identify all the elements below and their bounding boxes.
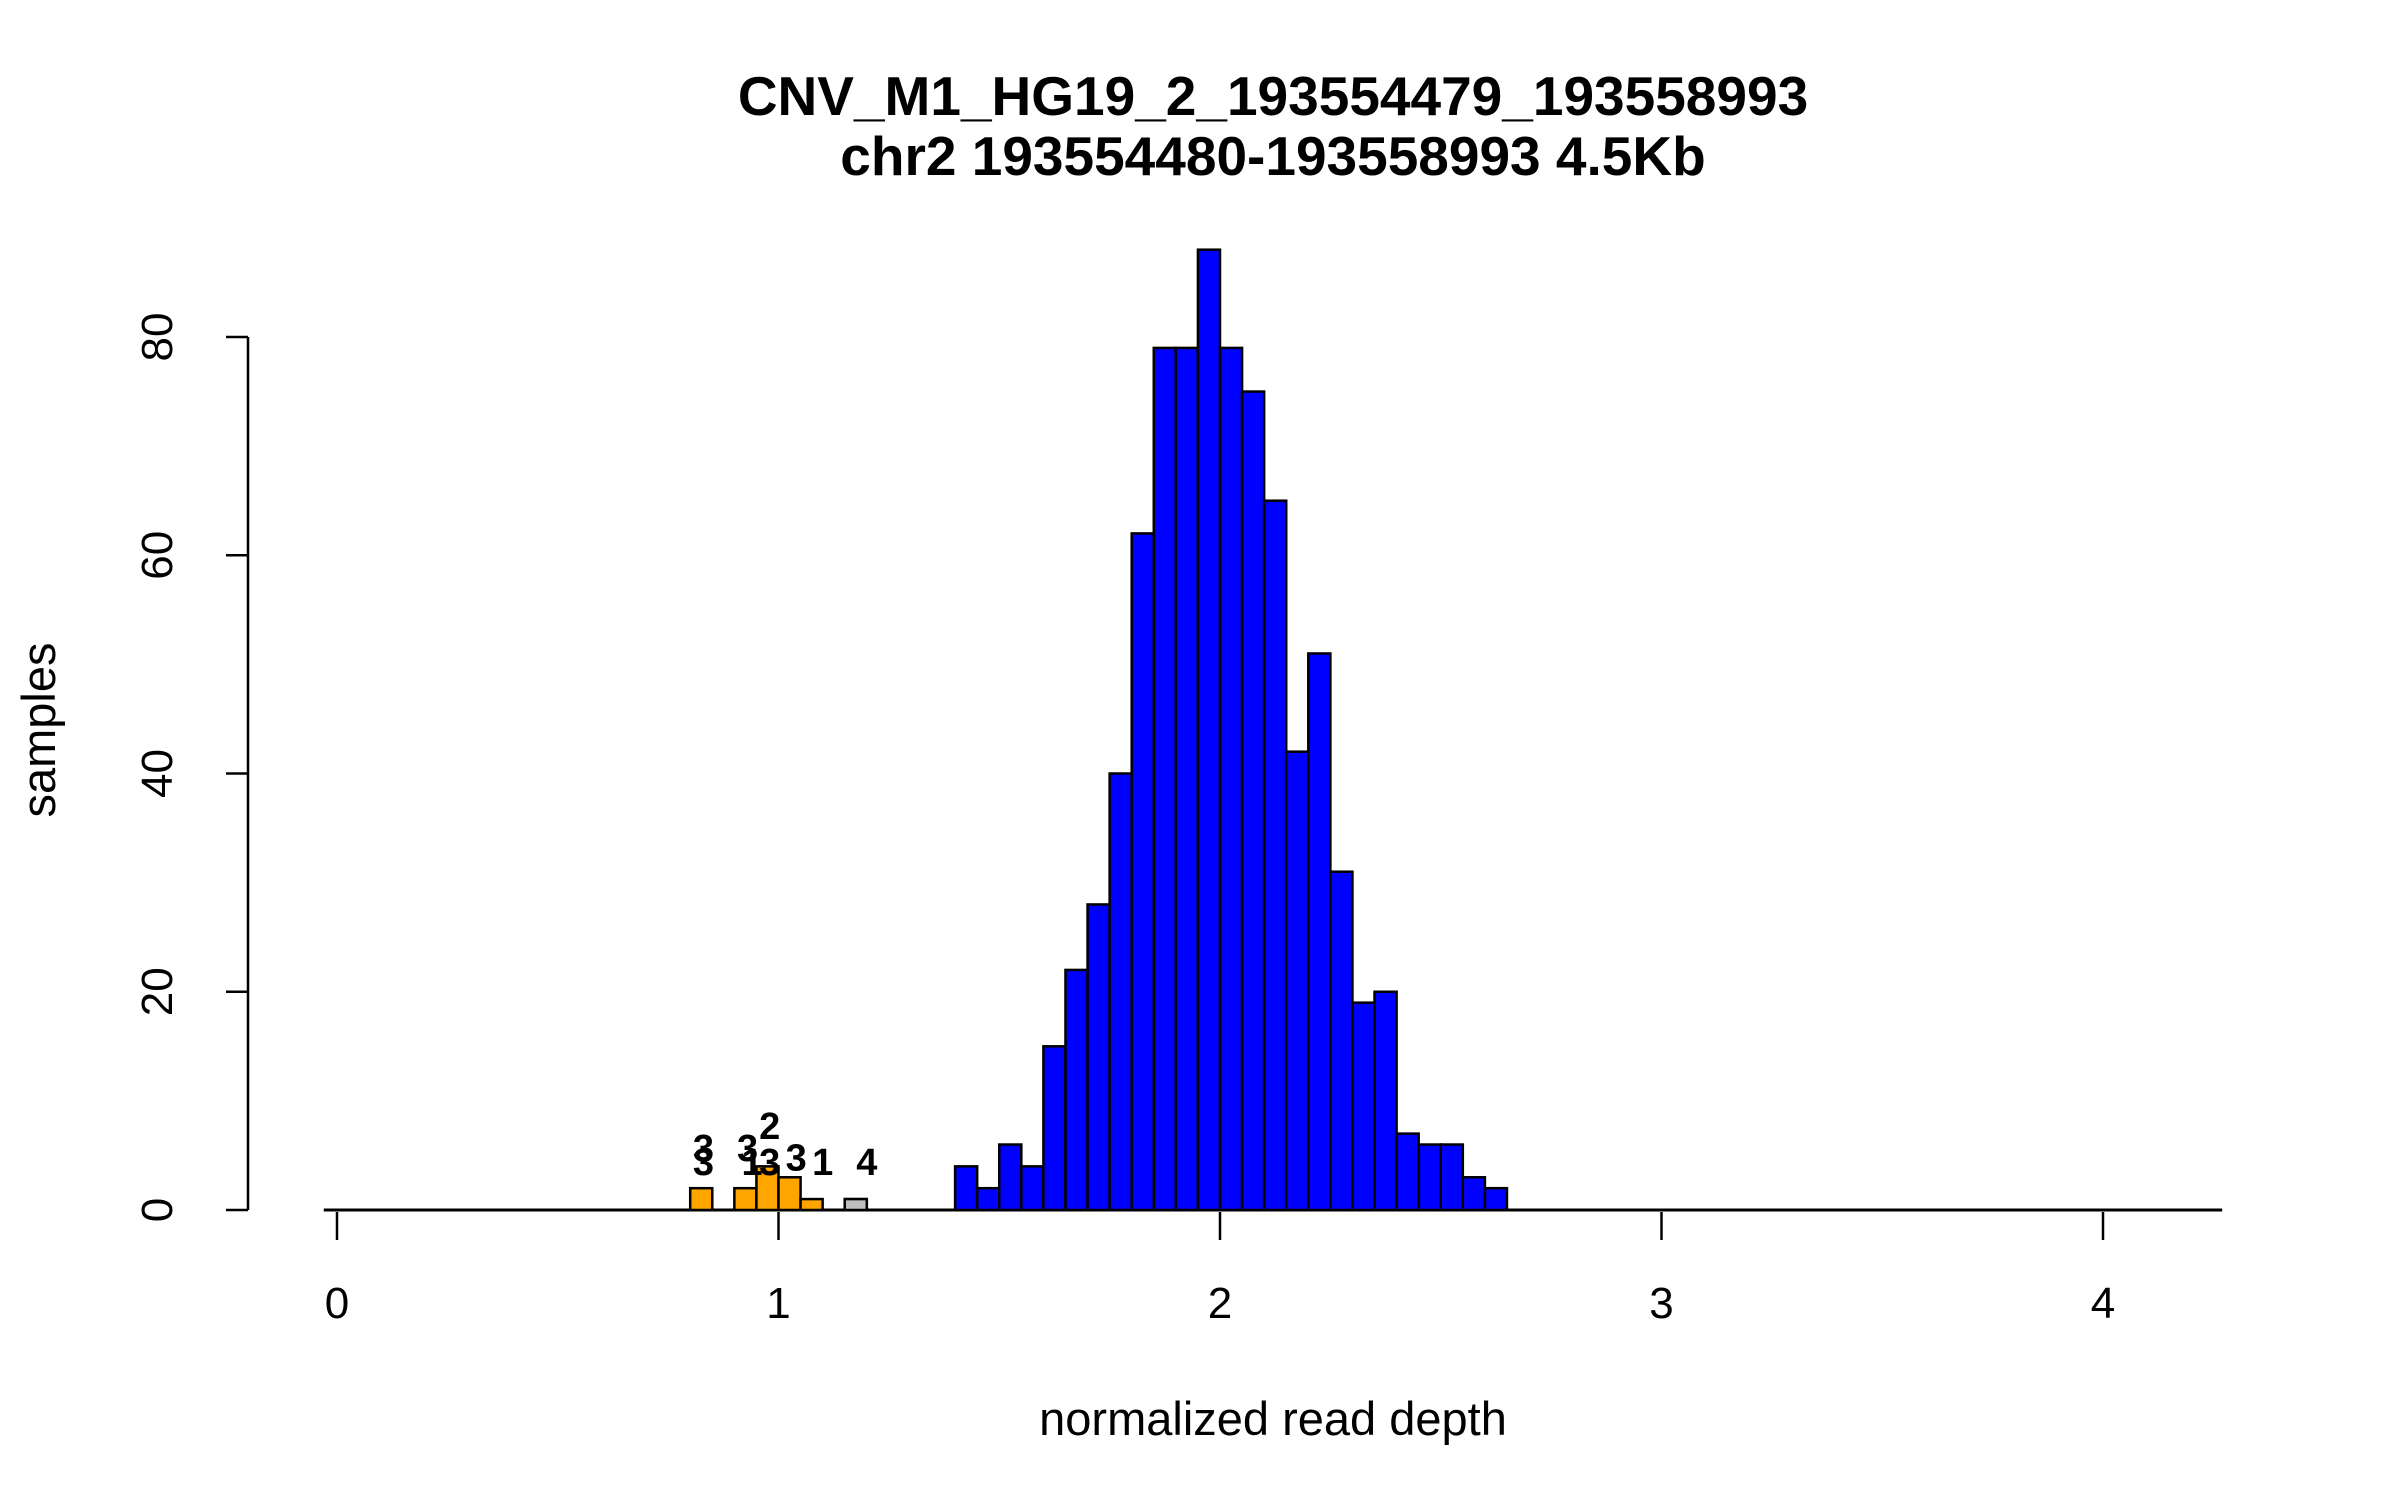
histogram-bar-cn2: [1152, 346, 1178, 1212]
histogram-bar-cn2: [1020, 1165, 1045, 1212]
histogram-bar-cn1: [733, 1186, 758, 1212]
histogram-bar-cn2: [1108, 772, 1133, 1212]
histogram-bar-cn2: [1240, 390, 1266, 1212]
chart-subtitle: chr2 193554480-193558993 4.5Kb: [840, 125, 1705, 187]
histogram-bar-cn2: [1483, 1186, 1509, 1212]
histogram-bar-cn2: [1329, 870, 1354, 1212]
x-tick-label: 0: [325, 1279, 349, 1328]
x-tick-label: 1: [766, 1279, 790, 1328]
bar-annotation-label: 1: [812, 1142, 833, 1184]
y-axis-label: samples: [12, 642, 65, 817]
y-tick-label: 60: [133, 531, 182, 580]
bar-annotation-label: 1: [741, 1142, 762, 1184]
histogram-bar-cn2: [1395, 1132, 1420, 1212]
bar-annotation-label: 3: [693, 1142, 714, 1184]
bar-annotation-label: 3: [759, 1142, 780, 1184]
histogram-bar-cn2: [953, 1165, 979, 1212]
x-axis: 0 1 2 3 4: [325, 1212, 2115, 1328]
histogram-bar-cn2: [975, 1186, 1001, 1212]
histogram-bar-cn2: [1284, 750, 1310, 1212]
x-tick-label: 2: [1208, 1279, 1232, 1328]
histogram-bar-cn2: [1439, 1143, 1465, 1212]
histogram-bar-cn2: [1174, 346, 1200, 1212]
bar-annotation-label: 3: [786, 1138, 807, 1180]
histogram-bar-cn2: [1218, 346, 1244, 1212]
bar-annotation-label: 4: [856, 1142, 877, 1184]
bar-annotation-label: 3: [737, 1128, 758, 1170]
histogram-bar-cn2: [998, 1143, 1023, 1212]
bar-annotation-label: 3: [693, 1128, 714, 1170]
histogram-bar-cn2: [1351, 1001, 1376, 1212]
bar-annotation-label: 2: [759, 1106, 780, 1148]
histogram-bar-cn2: [1130, 532, 1156, 1212]
y-tick-label: 0: [133, 1198, 182, 1222]
histogram-bar-cn2: [1086, 903, 1111, 1212]
histogram-bar-cn1: [688, 1186, 714, 1212]
histogram-bar-cn1: [799, 1197, 824, 1212]
y-tick-label: 40: [133, 749, 182, 798]
histogram-bars: [323, 248, 2223, 1212]
chart-title: CNV_M1_HG19_2_193554479_193558993: [738, 65, 1808, 127]
x-axis-label: normalized read depth: [1039, 1392, 1507, 1445]
histogram-bar-cn2: [1042, 1045, 1067, 1212]
histogram-bar-cn1: [777, 1176, 802, 1212]
histogram-bar-cn2: [1307, 652, 1332, 1212]
histogram-bar-cn2: [1461, 1176, 1487, 1212]
y-tick-label: 80: [133, 313, 182, 362]
histogram-bar-cn2: [1417, 1143, 1443, 1212]
histogram-bar-cn2: [1262, 499, 1288, 1212]
histogram-bar-cn2: [1373, 990, 1398, 1212]
histogram-bar-cn4: [843, 1197, 869, 1212]
histogram-bar-cn2: [1064, 968, 1089, 1212]
histogram-bar-cn2: [1196, 248, 1222, 1212]
y-tick-label: 20: [133, 967, 182, 1016]
x-tick-label: 4: [2091, 1279, 2115, 1328]
y-axis: 0 20 40 60 80: [133, 313, 250, 1222]
x-tick-label: 3: [1649, 1279, 1673, 1328]
